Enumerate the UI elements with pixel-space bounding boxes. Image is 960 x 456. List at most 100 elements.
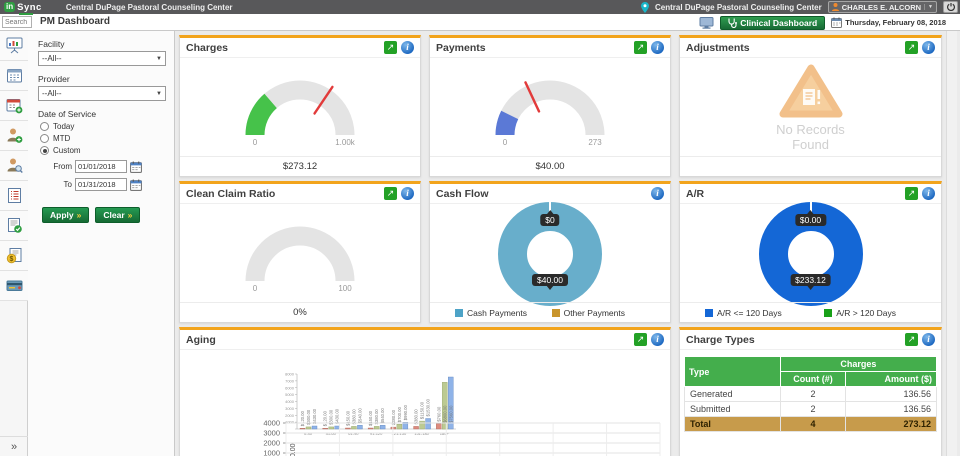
legend-swatch [551,308,560,317]
provider-select[interactable]: --All-- ▼ [38,86,166,101]
legend-swatch [705,308,713,317]
from-date-input[interactable] [75,160,127,173]
sidebar-item-scheduler[interactable] [0,61,28,91]
info-icon[interactable]: i [922,333,935,346]
svg-text:4000: 4000 [285,399,295,404]
table-total-row: Total 4 273.12 [684,416,937,432]
svg-text:1.00k: 1.00k [335,138,356,147]
no-records-warning-icon [779,64,842,118]
payments-total: $40.00 [430,156,670,176]
radio-custom[interactable]: Custom [40,146,164,155]
sidebar-item-claims[interactable] [0,211,28,241]
col-charges: Charges [779,356,938,372]
svg-text:3000: 3000 [263,429,280,438]
facility-filter-label: Facility [38,39,65,49]
donut-bottom-tag: $40.00 [532,274,568,290]
legend-item: Cash Payments [455,308,527,318]
clean-claim-ratio-widget: Clean Claim Ratio ↗ i 0 100 0% [179,181,421,323]
svg-text:$540.00: $540.00 [380,407,385,423]
sidebar-item-patient-search[interactable] [0,151,28,181]
add-appointment-icon [6,99,22,114]
radio-circle[interactable] [40,122,49,131]
cash-flow-donut-chart: $0 $40.00 [498,202,602,306]
no-records-state: No Records Found [766,63,856,153]
svg-text:0: 0 [253,284,258,293]
export-icon[interactable]: ↗ [634,333,647,346]
credit-card-icon [6,280,22,291]
adjustments-footer [680,156,941,176]
export-icon[interactable]: ↗ [905,333,918,346]
logout-button[interactable] [943,1,958,13]
select-caret-icon: ▼ [156,90,162,97]
info-icon[interactable]: i [401,41,414,54]
apply-chevrons: » [76,210,82,220]
search-input[interactable] [2,16,32,28]
aging-main-bar-chart: 010002000300040000-3031-6061-9091-120121… [184,417,666,456]
export-icon[interactable]: ↗ [384,187,397,200]
payments-gauge: 0 273 [430,61,670,155]
logo-in-badge: in [4,2,16,12]
cash-flow-legend: Cash Payments Other Payments [430,302,670,322]
ar-donut-chart: $0.00 $233.12 [758,202,863,306]
export-icon[interactable]: ↗ [905,187,918,200]
sidebar-item-add-appointment[interactable] [0,91,28,121]
location-pin-icon [641,1,650,13]
svg-text:2000: 2000 [263,439,280,448]
export-icon[interactable]: ↗ [905,41,918,54]
radio-circle[interactable] [40,134,49,143]
info-icon[interactable]: i [922,41,935,54]
dashboard-icon [6,37,22,54]
patient-search-icon [7,158,23,173]
svg-text:8000: 8000 [285,372,295,377]
scheduler-icon [6,69,22,83]
apply-button[interactable]: Apply» [42,207,90,223]
sidebar-item-ledger[interactable] [0,181,28,211]
info-icon[interactable]: i [651,187,664,200]
info-icon[interactable]: i [651,41,664,54]
to-date-input[interactable] [75,178,127,191]
add-patient-icon [7,128,22,143]
svg-text:$300.00: $300.00 [306,409,311,425]
info-icon[interactable]: i [401,187,414,200]
sidebar-item-dashboard[interactable] [0,31,28,61]
svg-text:4000: 4000 [263,419,280,428]
svg-text:$990.00: $990.00 [403,404,408,420]
sidebar-item-payment-card[interactable] [0,271,28,301]
svg-text:$150.00: $150.00 [345,410,350,426]
svg-text:$380.00: $380.00 [351,409,356,425]
radio-circle[interactable] [40,146,49,155]
user-menu[interactable]: CHARLES E. ALCORN ▼ [827,1,937,13]
svg-text:$150.00: $150.00 [368,410,373,426]
facility-select[interactable]: --All-- ▼ [38,51,166,66]
info-icon[interactable]: i [651,333,664,346]
facility-name: Central DuPage Pastoral Counseling Cente… [65,2,233,12]
col-amount: Amount ($) [845,371,937,387]
clear-chevrons: » [127,210,133,220]
to-calendar-icon[interactable] [130,179,142,191]
cash-flow-widget: Cash Flow i $0 $40.00 Cash Payments Other… [429,181,671,323]
vertical-scrollbar[interactable] [946,31,957,456]
provider-filter-label: Provider [38,74,70,84]
clinical-dashboard-button[interactable]: Clinical Dashboard [720,15,826,30]
user-name: CHARLES E. ALCORN [841,2,922,12]
monitor-icon[interactable] [699,16,714,29]
svg-text:$: $ [9,256,13,263]
current-date: Thursday, February 08, 2018 [845,18,946,27]
export-icon[interactable]: ↗ [384,41,397,54]
user-icon [831,3,839,11]
export-icon[interactable]: ↗ [634,41,647,54]
svg-text:$0.00: $0.00 [290,443,297,456]
clear-button[interactable]: Clear» [95,207,141,223]
sidebar-item-add-patient[interactable] [0,121,28,151]
from-calendar-icon[interactable] [130,161,142,173]
svg-text:$760.00: $760.00 [436,406,441,422]
radio-today[interactable]: Today [40,122,164,131]
filter-panel: Facility --All-- ▼ Provider --All-- ▼ Date… [28,31,175,456]
sidebar-item-billing[interactable]: $ [0,241,28,271]
from-label: From [53,162,72,171]
svg-text:3000: 3000 [285,406,295,411]
donut-top-tag: $0.00 [794,210,827,226]
info-icon[interactable]: i [922,187,935,200]
radio-mtd[interactable]: MTD [40,134,164,143]
sidebar-expand-button[interactable]: » [0,436,28,456]
